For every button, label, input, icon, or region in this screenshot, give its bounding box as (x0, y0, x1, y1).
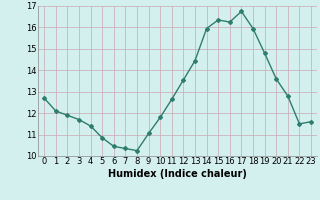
X-axis label: Humidex (Indice chaleur): Humidex (Indice chaleur) (108, 169, 247, 179)
